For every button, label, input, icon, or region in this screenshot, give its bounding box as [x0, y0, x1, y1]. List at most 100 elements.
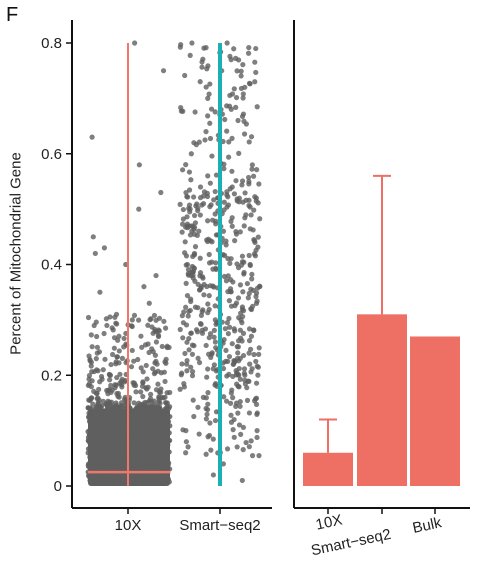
smartseq-point [228, 106, 234, 112]
smartseq-point [229, 91, 236, 97]
smartseq-point [239, 113, 246, 120]
smartseq-point [184, 361, 190, 367]
smartseq-point [177, 201, 183, 207]
smartseq-point [190, 397, 196, 403]
smartseq-point [195, 404, 201, 410]
tenx-point [101, 245, 108, 251]
smartseq-point [197, 79, 203, 85]
smartseq-point [180, 216, 187, 222]
tenx-point [142, 422, 148, 428]
tenx-point [95, 405, 101, 411]
smartseq-point [239, 259, 246, 265]
smartseq-point [223, 358, 229, 364]
smartseq-point [191, 212, 198, 219]
smartseq-point [235, 383, 241, 389]
tenx-point [109, 351, 116, 358]
tenx-point [164, 445, 170, 452]
tenx-point [147, 438, 153, 444]
smartseq-point [205, 113, 211, 119]
tenx-point [132, 456, 138, 463]
smartseq-point [254, 428, 260, 434]
tenx-point [91, 420, 97, 426]
smartseq-point [240, 447, 246, 453]
tenx-point [145, 479, 151, 485]
smartseq-point [196, 359, 203, 366]
smartseq-point [221, 336, 227, 343]
tenx-point [101, 330, 107, 337]
smartseq-point [248, 333, 255, 339]
tenx-point [101, 477, 107, 483]
tenx-point [112, 385, 118, 391]
smartseq-point [192, 220, 199, 226]
tenx-point [91, 410, 97, 416]
tenx-point [96, 423, 102, 429]
tenx-point [155, 381, 161, 387]
tenx-point [128, 479, 134, 486]
smartseq-point [249, 271, 255, 277]
smartseq-point [236, 150, 242, 156]
tenx-point [100, 398, 106, 404]
smartseq-point [205, 95, 211, 101]
tenx-point [115, 337, 121, 343]
smartseq-point [249, 276, 255, 282]
smartseq-point [223, 242, 229, 248]
tenx-point [160, 68, 167, 74]
smartseq-point [185, 313, 191, 319]
tenx-point [114, 451, 120, 457]
tenx-point [145, 384, 151, 390]
smartseq-point [249, 453, 256, 459]
smartseq-point [241, 131, 248, 137]
tenx-point [94, 333, 100, 340]
smartseq-point [197, 195, 204, 201]
smartseq-point [207, 420, 213, 426]
smartseq-point [239, 182, 245, 188]
smartseq-point [213, 266, 219, 273]
tenx-point [95, 400, 101, 406]
tenx-point [152, 352, 158, 358]
tenx-point [94, 344, 100, 350]
tenx-point [162, 478, 169, 484]
tenx-point [133, 450, 139, 456]
smartseq-point [251, 207, 257, 213]
smartseq-point [235, 350, 241, 356]
tenx-point [120, 413, 127, 419]
tenx-point [160, 411, 166, 418]
smartseq-point [194, 232, 200, 238]
smartseq-point [200, 201, 207, 207]
smartseq-point [252, 194, 258, 200]
smartseq-point [213, 380, 219, 387]
smartseq-point [237, 327, 243, 333]
smartseq-point [253, 290, 260, 296]
smartseq-point [197, 212, 203, 218]
smartseq-point [221, 199, 227, 205]
tenx-point [161, 425, 167, 432]
tenx-point [136, 162, 142, 168]
smartseq-point [183, 304, 189, 310]
smartseq-point [209, 350, 215, 356]
tenx-point [152, 437, 159, 443]
tenx-point [153, 272, 159, 279]
smartseq-point [236, 195, 242, 201]
smartseq-point [239, 178, 246, 184]
smartseq-point [246, 202, 252, 209]
smartseq-point [224, 446, 231, 452]
smartseq-point [183, 190, 189, 196]
smartseq-point [187, 52, 193, 58]
x-tick-label: Smart−seq2 [179, 517, 260, 534]
tenx-point [158, 419, 164, 425]
tenx-point [163, 399, 169, 406]
tenx-point [100, 424, 106, 430]
tenx-point [147, 317, 153, 323]
tenx-point [108, 455, 114, 462]
y-tick-label: 0 [54, 478, 62, 495]
tenx-point [104, 322, 110, 329]
tenx-point [151, 312, 158, 319]
tenx-point [149, 413, 155, 419]
tenx-point [90, 234, 96, 240]
smartseq-point [191, 343, 197, 349]
smartseq-point [246, 290, 252, 297]
smartseq-point [183, 428, 189, 434]
tenx-point [99, 376, 105, 382]
tenx-point [116, 348, 122, 354]
smartseq-point [229, 184, 235, 190]
